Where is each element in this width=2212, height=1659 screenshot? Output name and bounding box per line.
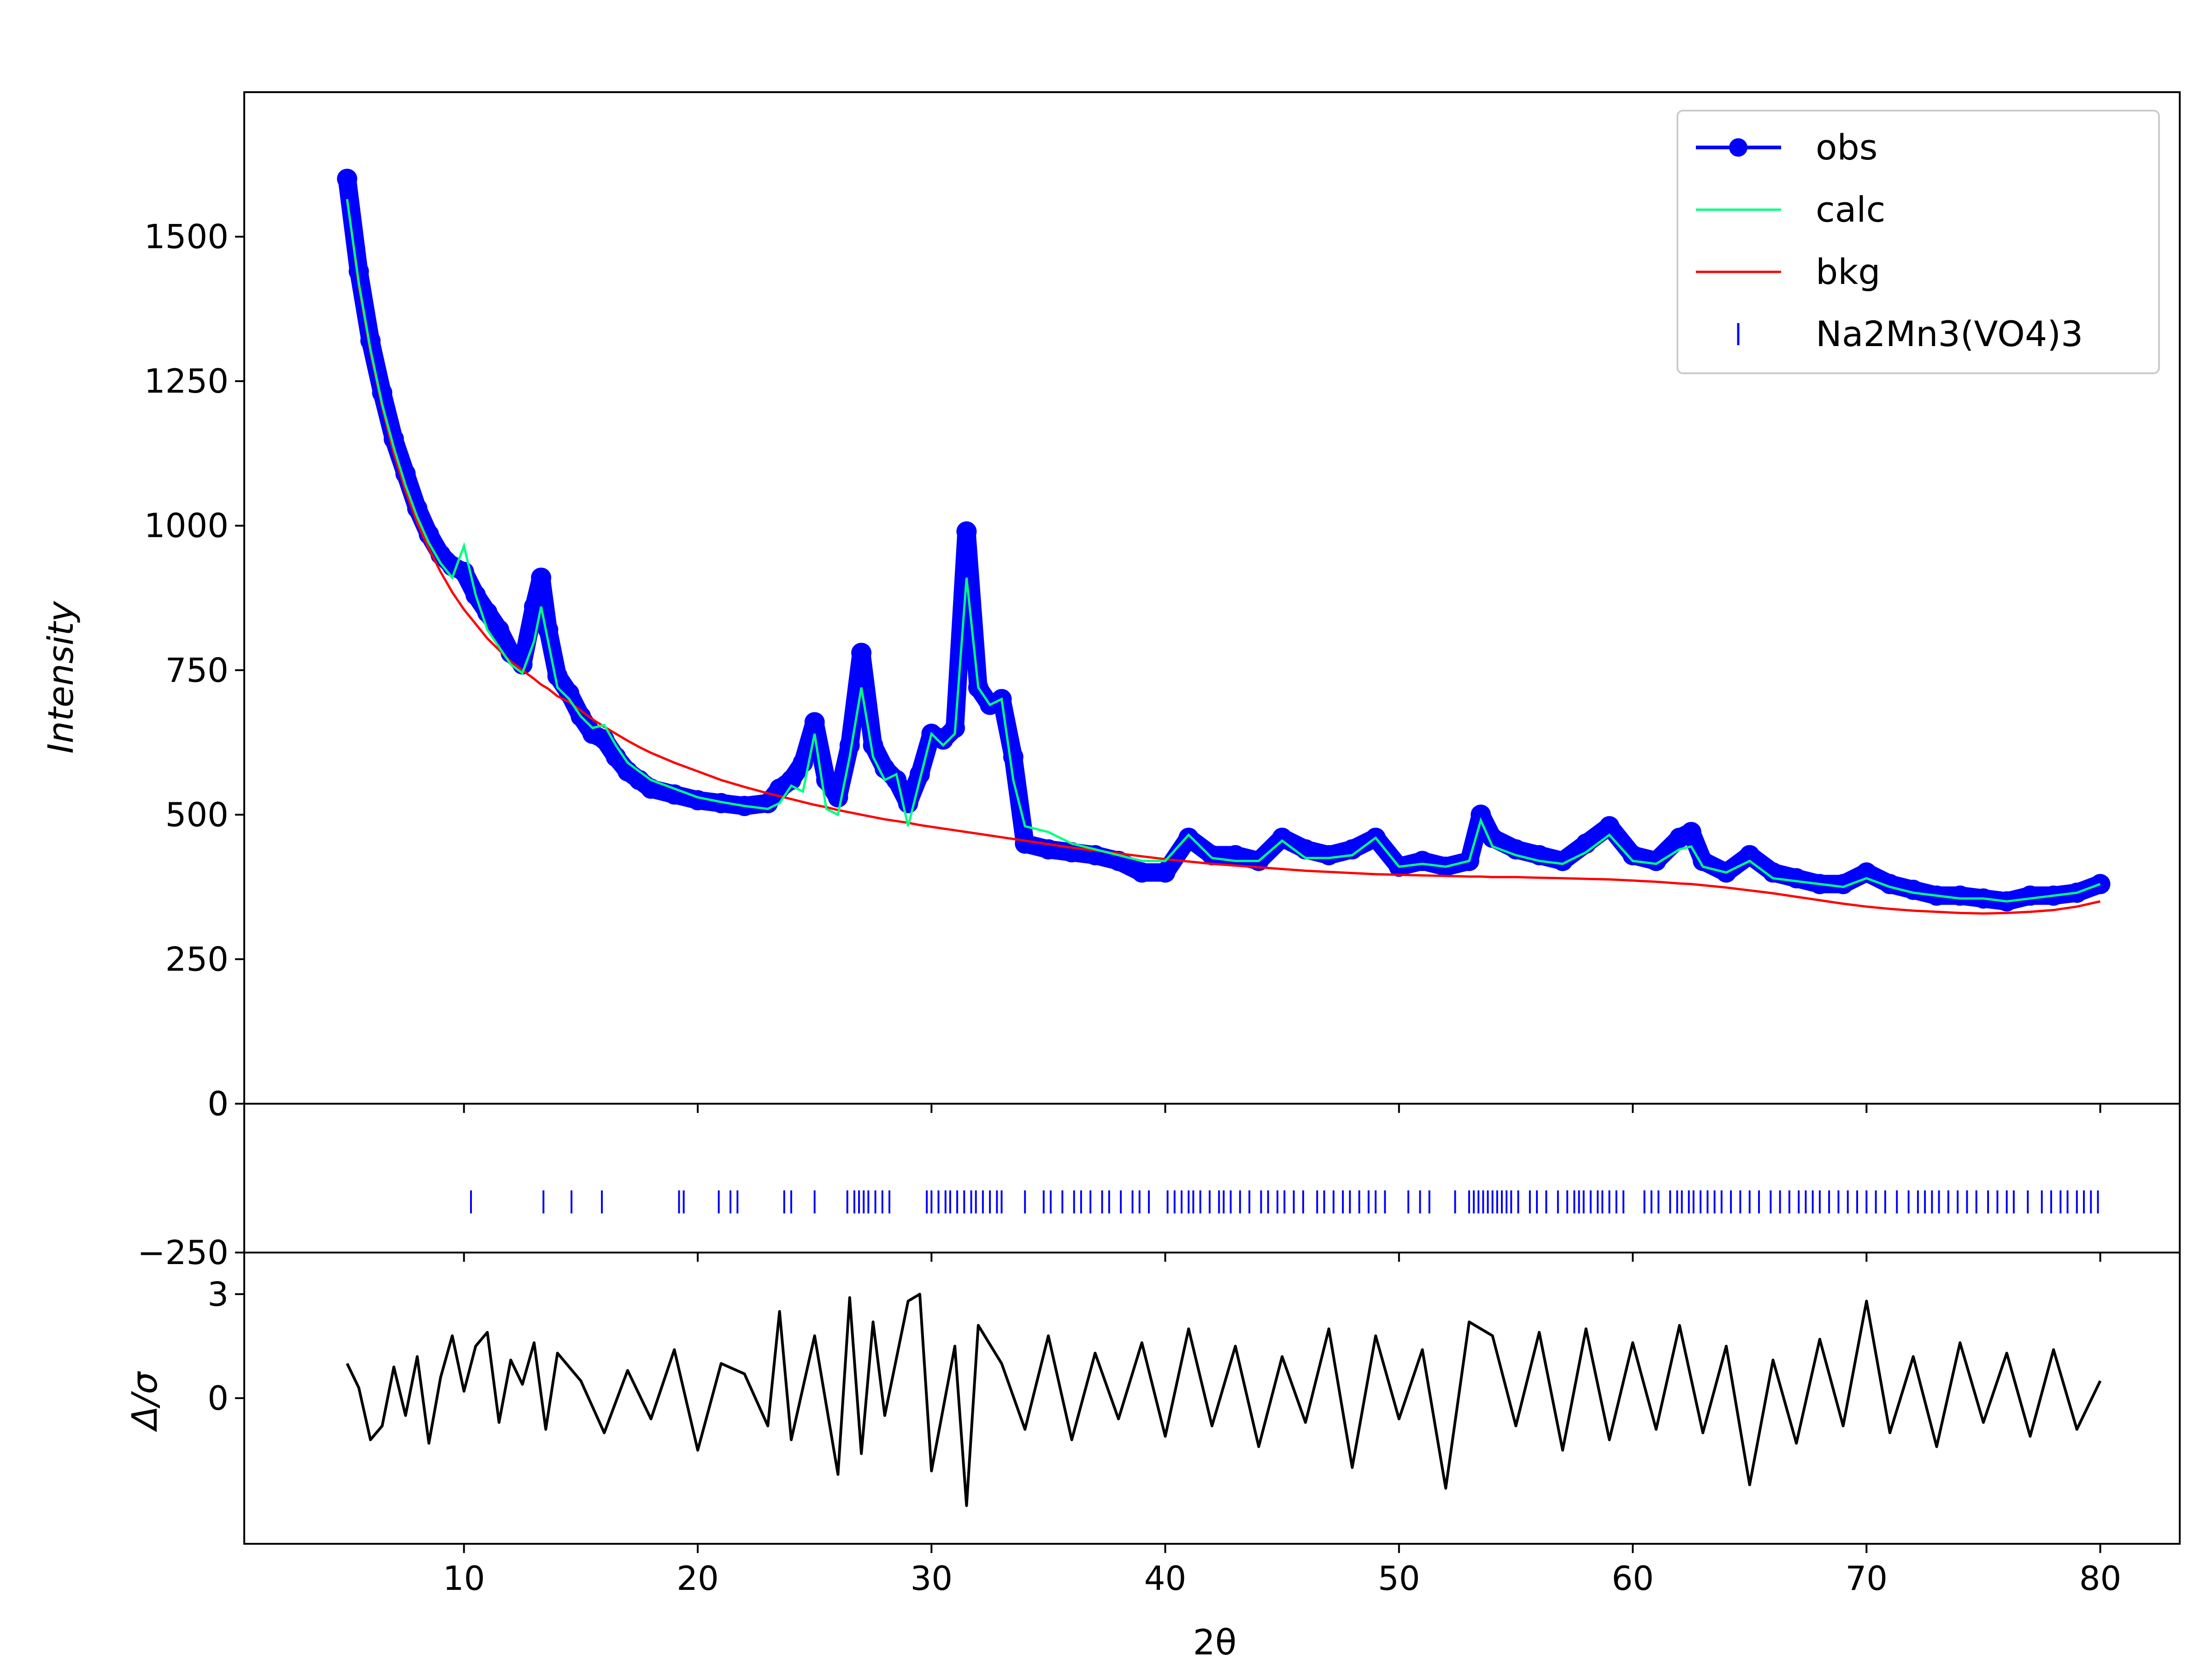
main-y-tick-label: 1500 [144, 218, 229, 256]
main-y-tick-label: 1000 [144, 506, 229, 545]
main-y-tick-label: 0 [207, 1084, 229, 1123]
legend: obs calc bkg Na2Mn3(VO4)3 [1677, 110, 2160, 374]
main-y-tick-label: 250 [165, 940, 229, 978]
x-tick-label: 10 [443, 1559, 485, 1598]
legend-item: calc [1696, 189, 1885, 230]
x-tick-label: 60 [1612, 1559, 1654, 1598]
legend-item: Na2Mn3(VO4)3 [1737, 313, 2083, 354]
bkg-line [346, 199, 2101, 915]
legend-label: obs [1816, 127, 1877, 168]
calc-line [346, 199, 2101, 903]
main-y-axis-label: Intensity [40, 601, 81, 754]
reflections-panel: 0 −250 [137, 1084, 2181, 1272]
legend-label: Na2Mn3(VO4)3 [1816, 313, 2083, 354]
main-y-tick-label: 1250 [144, 362, 229, 400]
legend-item: bkg [1696, 251, 1881, 292]
legend-item: obs [1696, 127, 1877, 168]
legend-label: bkg [1816, 251, 1881, 292]
x-tick-label: 50 [1378, 1559, 1420, 1598]
x-axis-label: 2θ [1193, 1622, 1237, 1659]
difference-y-tick-label: 3 [207, 1275, 229, 1313]
difference-line [346, 1293, 2102, 1507]
difference-y-tick-label: 0 [207, 1379, 229, 1418]
x-axis: 10 20 30 40 50 60 70 80 [443, 1104, 2121, 1598]
legend-marker-sample [1729, 138, 1747, 157]
legend-label: calc [1816, 189, 1885, 230]
legend-frame [1677, 110, 2160, 374]
diff-y-axis-label: Δ/σ [124, 1371, 165, 1432]
reflections-y-tick-label: 0 [207, 1084, 229, 1123]
x-tick-label: 40 [1144, 1559, 1187, 1598]
main-panel: 0 250 500 750 1000 1250 1500 [144, 91, 2181, 1123]
x-tick-label: 80 [2079, 1559, 2122, 1598]
main-y-tick-label: 500 [165, 795, 229, 834]
x-tick-label: 70 [1845, 1559, 1888, 1598]
reflections-y-tick-label: −250 [137, 1233, 229, 1272]
x-tick-label: 20 [677, 1559, 719, 1598]
difference-panel: 03 [207, 1252, 2181, 1545]
x-tick-label: 30 [910, 1559, 953, 1598]
main-y-tick-label: 750 [165, 651, 229, 689]
